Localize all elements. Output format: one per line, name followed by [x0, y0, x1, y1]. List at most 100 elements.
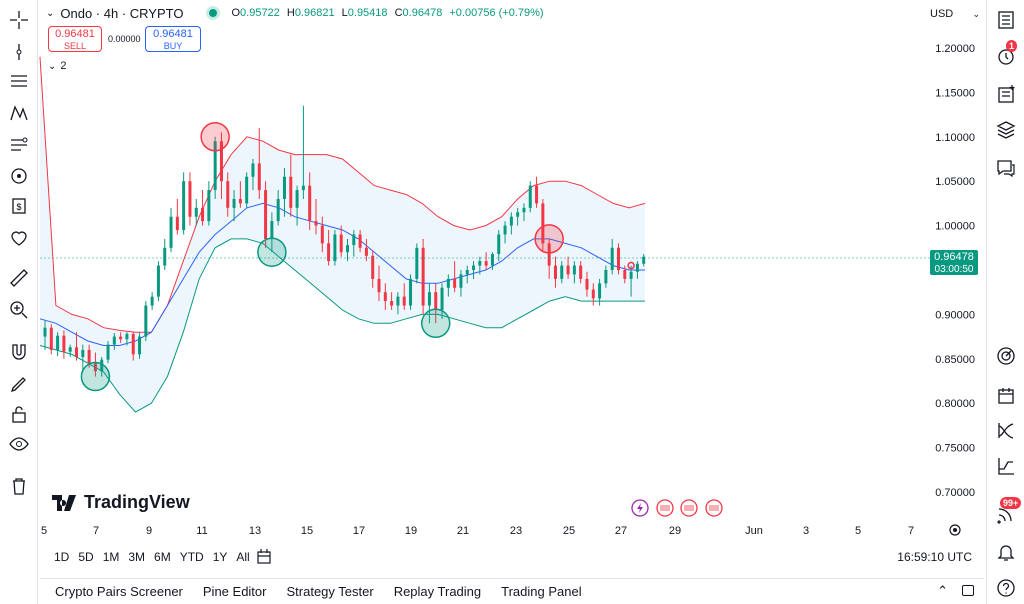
tab-pine-editor[interactable]: Pine Editor [202, 584, 267, 599]
candle-body [364, 247, 368, 256]
data-window-icon[interactable] [992, 80, 1020, 108]
candle-body [150, 296, 154, 306]
us-flag-icon[interactable] [656, 499, 674, 517]
collapse-chevron-icon[interactable]: ⌄ [46, 7, 55, 19]
range-1y[interactable]: 1Y [212, 550, 228, 564]
open-value: 0.95722 [240, 7, 280, 19]
us-flag-icon[interactable] [680, 499, 698, 517]
layers-icon[interactable] [992, 116, 1020, 144]
candle-body [560, 265, 564, 279]
candle-body [301, 185, 305, 191]
range-bar: 1D 5D 1M 3M 6M YTD 1Y All 16:59:10 UTC [40, 545, 984, 569]
currency-select[interactable]: USD ⌄ [930, 6, 980, 22]
ruler-icon[interactable] [5, 264, 33, 292]
spread-value: 0.00000 [108, 34, 141, 44]
buy-button[interactable]: 0.96481 BUY [145, 26, 201, 52]
candle-body [56, 335, 60, 350]
close-label: C [394, 7, 403, 19]
range-3m[interactable]: 3M [128, 550, 146, 564]
trash-icon[interactable] [5, 472, 33, 500]
tab-replay-trading[interactable]: Replay Trading [393, 584, 482, 599]
range-5d[interactable]: 5D [78, 550, 94, 564]
candle-body [308, 185, 312, 222]
tradingview-logo[interactable]: TradingView [52, 492, 190, 513]
crosshair-icon[interactable] [5, 6, 33, 34]
time-axis[interactable]: 5 7 9 11 13 15 17 19 21 23 25 27 29 Jun 3 5 7 [41, 525, 914, 537]
candle-body [465, 270, 469, 275]
range-ytd[interactable]: YTD [179, 550, 204, 564]
candle-body [232, 198, 236, 208]
chat-icon[interactable] [992, 154, 1020, 182]
magnet-icon[interactable] [5, 338, 33, 366]
technicals-icon[interactable] [992, 416, 1020, 444]
countdown-label: 03:00:50 [935, 264, 974, 275]
price-axis[interactable]: 1.20000 1.15000 1.10000 1.05000 1.00000 0.950… [935, 43, 975, 499]
candle-body [459, 274, 463, 288]
sell-button[interactable]: 0.96481 SELL [48, 26, 102, 52]
eye-icon[interactable] [5, 430, 33, 458]
prediction-icon[interactable] [5, 131, 33, 159]
candle-body [68, 347, 72, 352]
help-icon[interactable] [992, 574, 1020, 602]
pine-chart-icon[interactable] [992, 452, 1020, 480]
bell-icon[interactable] [992, 538, 1020, 566]
watchlist-icon[interactable] [992, 6, 1020, 34]
range-all[interactable]: All [236, 550, 250, 564]
time-tick-label: 9 [146, 525, 152, 537]
indicators-count: 2 [60, 60, 67, 72]
maximize-panel-icon[interactable] [962, 585, 974, 596]
time-tick-label: 7 [908, 525, 914, 537]
fib-lines-icon[interactable] [5, 67, 33, 95]
text-icon[interactable]: $ [5, 192, 33, 220]
candle-body [635, 263, 639, 272]
candle-body [383, 292, 387, 302]
time-tick-label: 11 [196, 525, 207, 537]
candle-body [289, 176, 293, 208]
candle-body [358, 234, 362, 248]
range-1d[interactable]: 1D [54, 550, 70, 564]
indicators-toggle[interactable]: ⌄ 2 [48, 60, 67, 72]
candle-body [175, 216, 179, 231]
tab-strategy-tester[interactable]: Strategy Tester [286, 584, 374, 599]
event-icons[interactable] [631, 499, 723, 517]
candle-body [339, 234, 343, 253]
lightning-icon[interactable] [631, 499, 649, 517]
draw-lock-icon[interactable] [5, 370, 33, 398]
candle-body [276, 198, 280, 222]
brush-icon[interactable] [5, 162, 33, 190]
time-tick-label: 29 [669, 525, 681, 537]
right-toolbar: 1 99+ [986, 0, 1024, 604]
candle-body [245, 176, 249, 204]
candle-body [238, 198, 242, 204]
candle-body [409, 278, 413, 306]
ohlc-values: O0.95722 H0.96821 L0.95418 C0.96478 +0.0… [231, 7, 543, 19]
settings-icon[interactable] [949, 524, 961, 536]
alert-clock-icon[interactable] [992, 42, 1020, 70]
calendar-icon[interactable] [992, 382, 1020, 410]
collapse-panel-icon[interactable]: ⌃ [937, 583, 948, 598]
tab-crypto-pairs-screener[interactable]: Crypto Pairs Screener [55, 584, 183, 599]
candle-body [163, 247, 167, 266]
tradingview-logo-icon [52, 494, 76, 511]
chevron-down-icon: ⌄ [48, 60, 57, 72]
candle-body [81, 349, 85, 358]
candle-body [427, 292, 431, 306]
tab-trading-panel[interactable]: Trading Panel [501, 584, 582, 599]
zoom-in-icon[interactable] [5, 296, 33, 324]
symbol-title[interactable]: Ondo · 4h · CRYPTO [60, 5, 184, 21]
time-tick-label: 17 [353, 525, 365, 537]
range-1m[interactable]: 1M [102, 550, 120, 564]
range-6m[interactable]: 6M [154, 550, 171, 564]
candle-body [144, 305, 148, 337]
lock-icon[interactable] [5, 400, 33, 428]
trend-line-icon[interactable] [5, 38, 33, 66]
us-flag-icon[interactable] [705, 499, 723, 517]
signal-icon[interactable] [992, 500, 1020, 528]
heart-icon[interactable] [5, 224, 33, 252]
target-icon[interactable] [992, 342, 1020, 370]
candle-body [295, 190, 299, 208]
pattern-icon[interactable] [5, 99, 33, 127]
alerts-badge: 1 [1006, 40, 1018, 52]
utc-time[interactable]: 16:59:10 UTC [897, 550, 972, 564]
